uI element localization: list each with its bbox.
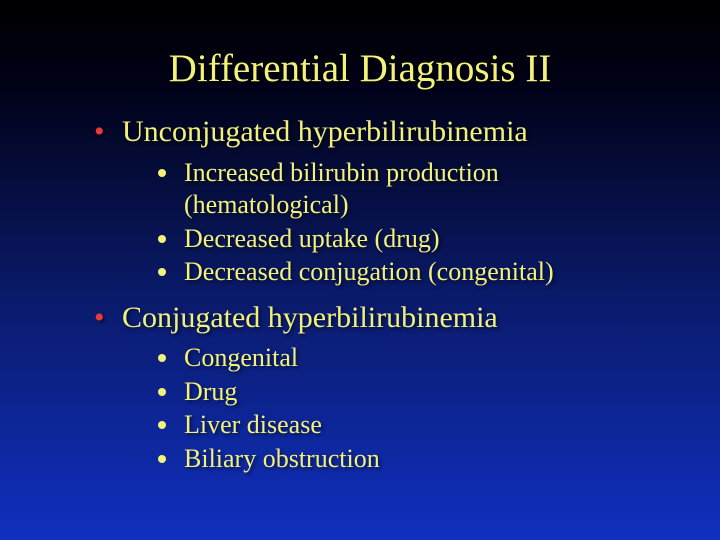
slide-content: • Unconjugated hyperbilirubinemia Increa… bbox=[60, 113, 660, 475]
bullet-round-icon bbox=[158, 409, 184, 442]
bullet-level2-label: Congenital bbox=[184, 342, 660, 375]
bullet-level1: • Unconjugated hyperbilirubinemia bbox=[94, 113, 660, 151]
bullet-dot-icon: • bbox=[94, 299, 122, 337]
sublist: Increased bilirubin production (hematolo… bbox=[94, 157, 660, 289]
bullet-level2: Decreased conjugation (congenital) bbox=[158, 256, 660, 289]
bullet-level1-label: Conjugated hyperbilirubinemia bbox=[122, 299, 660, 337]
bullet-level2-label: Decreased conjugation (congenital) bbox=[184, 256, 660, 289]
bullet-level2: Biliary obstruction bbox=[158, 443, 660, 476]
slide: Differential Diagnosis II • Unconjugated… bbox=[0, 0, 720, 540]
bullet-level2-label: Drug bbox=[184, 376, 660, 409]
bullet-round-icon bbox=[158, 223, 184, 256]
bullet-round-icon bbox=[158, 443, 184, 476]
bullet-round-icon bbox=[158, 157, 184, 222]
bullet-dot-icon: • bbox=[94, 113, 122, 151]
bullet-level1-label: Unconjugated hyperbilirubinemia bbox=[122, 113, 660, 151]
bullet-level2-label: Liver disease bbox=[184, 409, 660, 442]
bullet-round-icon bbox=[158, 342, 184, 375]
bullet-level2: Increased bilirubin production (hematolo… bbox=[158, 157, 660, 222]
sublist: Congenital Drug Liver disease Biliary ob… bbox=[94, 342, 660, 475]
slide-title: Differential Diagnosis II bbox=[60, 46, 660, 91]
bullet-level2: Decreased uptake (drug) bbox=[158, 223, 660, 256]
bullet-level2: Liver disease bbox=[158, 409, 660, 442]
bullet-level2-label: Increased bilirubin production (hematolo… bbox=[184, 157, 660, 222]
bullet-level2: Congenital bbox=[158, 342, 660, 375]
bullet-level2-label: Biliary obstruction bbox=[184, 443, 660, 476]
bullet-round-icon bbox=[158, 376, 184, 409]
bullet-level2: Drug bbox=[158, 376, 660, 409]
bullet-round-icon bbox=[158, 256, 184, 289]
bullet-level2-label: Decreased uptake (drug) bbox=[184, 223, 660, 256]
bullet-level1: • Conjugated hyperbilirubinemia bbox=[94, 299, 660, 337]
